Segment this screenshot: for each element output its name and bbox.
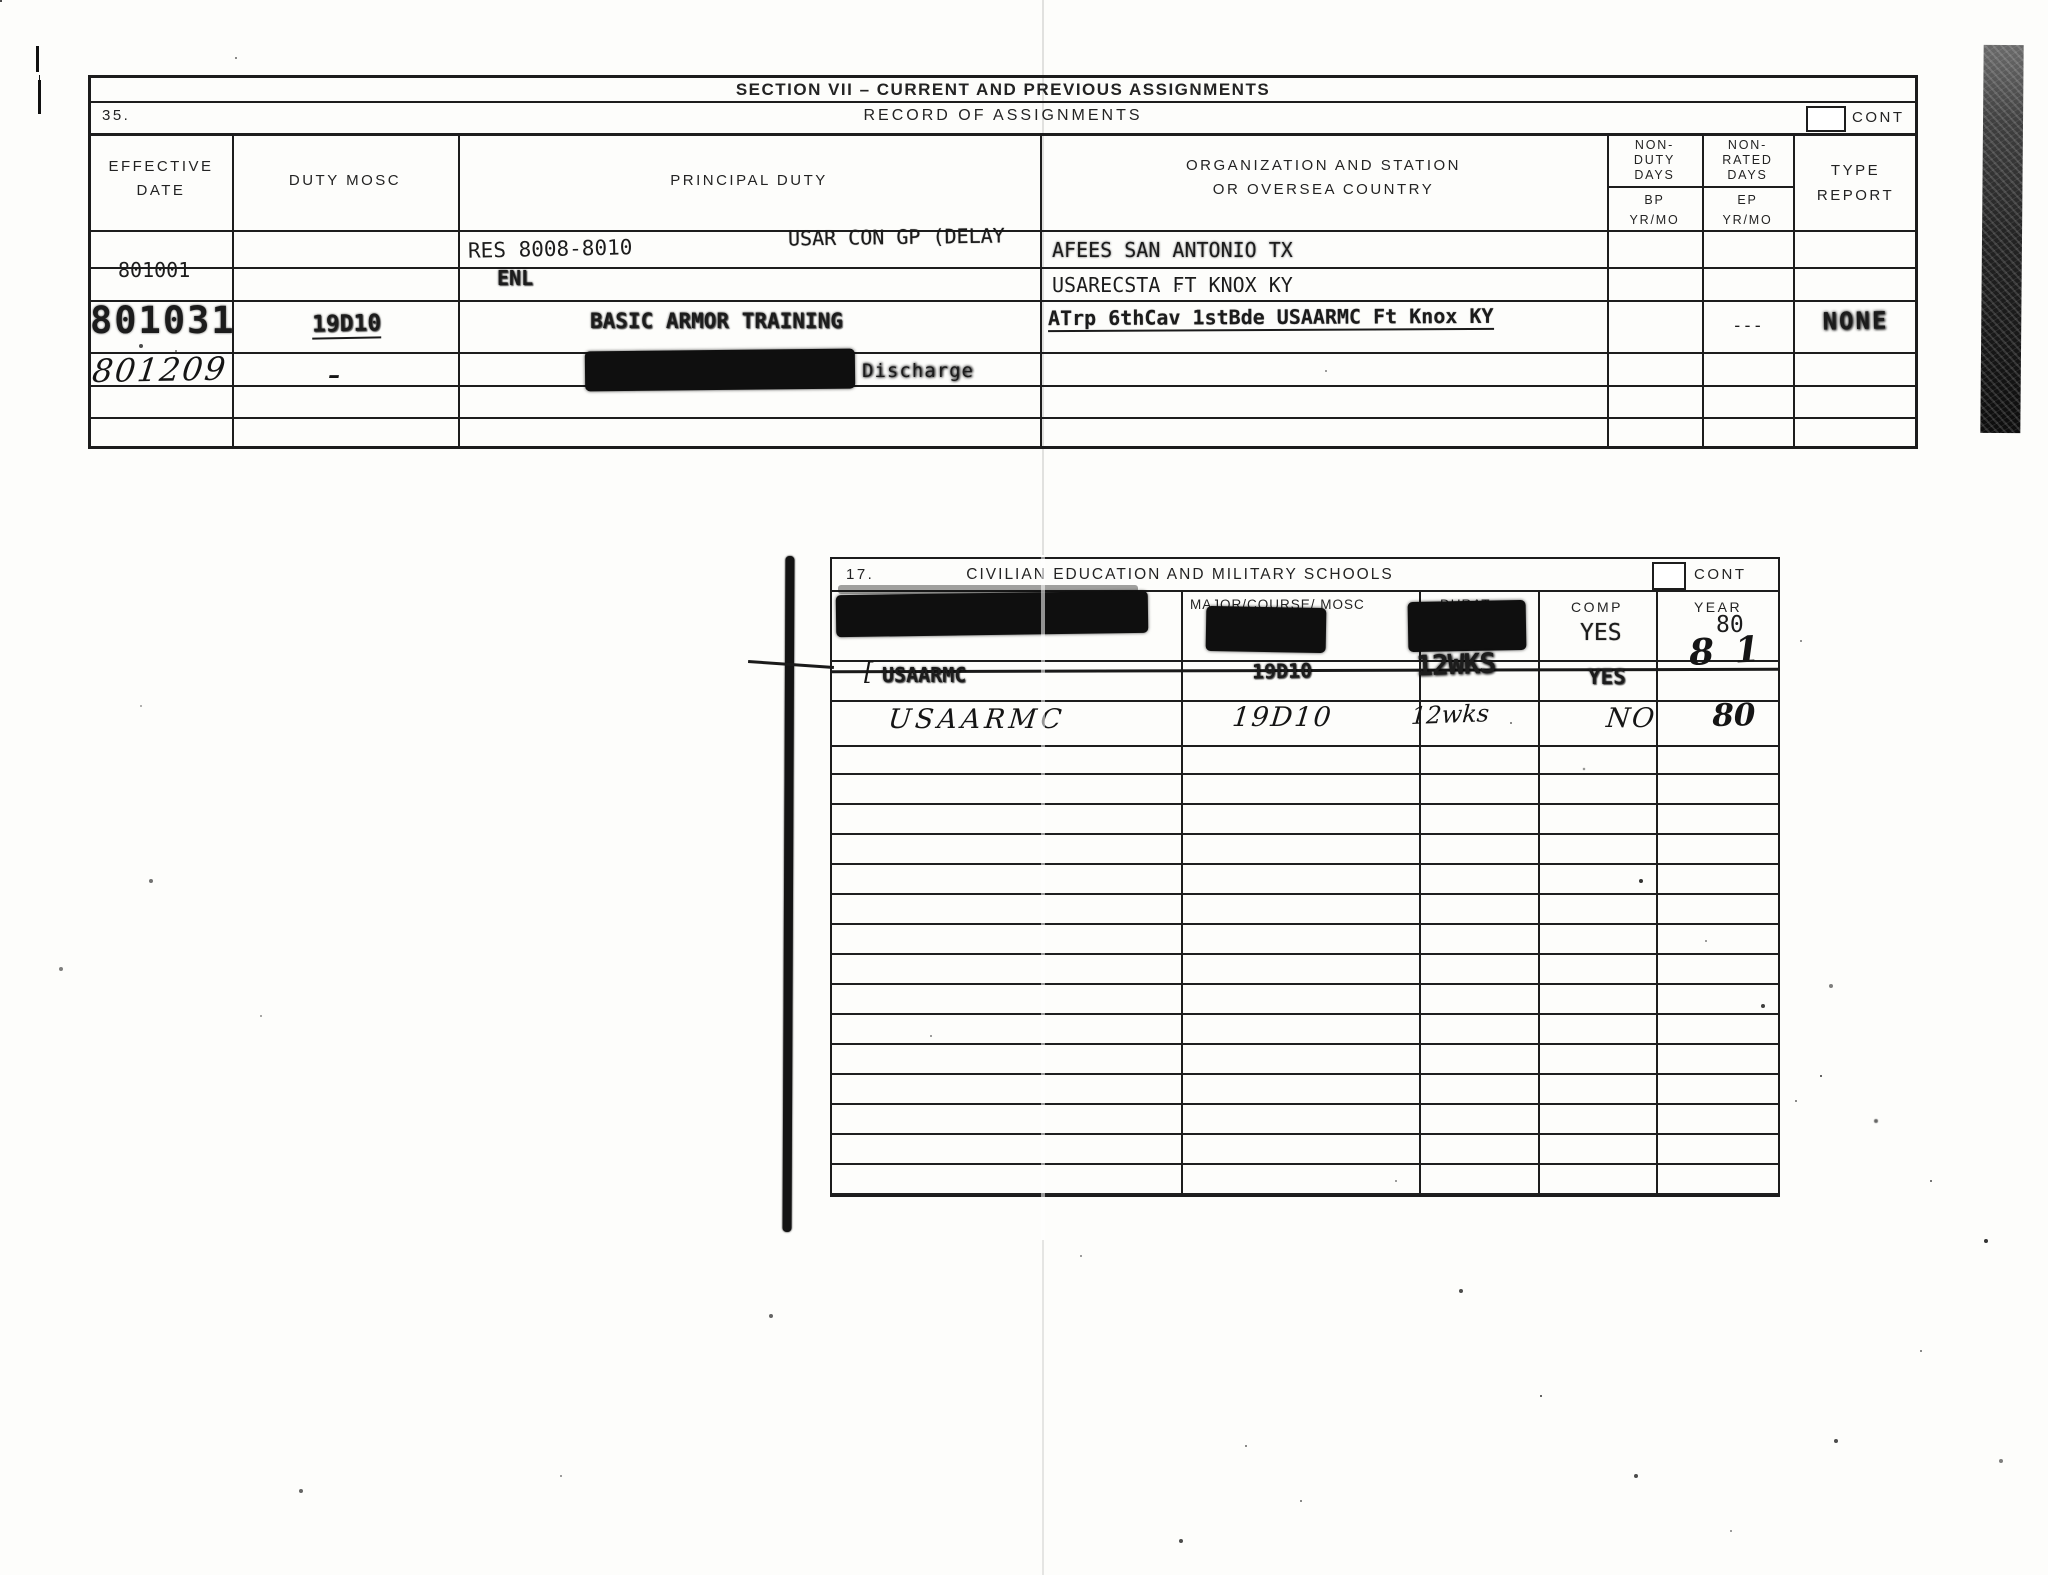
column-divider	[1538, 590, 1540, 1195]
divider	[88, 230, 1918, 232]
col-header-nonrated: NON-	[1727, 138, 1768, 152]
col-subheader-yrmo: YR/MO	[1722, 213, 1773, 227]
redaction-block	[584, 348, 856, 392]
divider	[88, 300, 1918, 302]
education-table	[830, 557, 1780, 1197]
column-divider	[232, 133, 234, 449]
col-header-effective-date: DATE	[136, 182, 186, 199]
col-header-nonduty: DAYS	[1634, 168, 1675, 182]
entry-school-struck: USAARMC	[882, 663, 967, 687]
assignments-table	[88, 75, 1918, 449]
redaction-block	[1407, 599, 1527, 653]
column-divider	[1656, 590, 1658, 1195]
empty-table-rows	[832, 745, 1778, 1195]
entry-bracket-mark: [	[864, 658, 874, 686]
scan-noise-speckles	[0, 0, 2, 2]
entry-duty-mosc-dash: –	[328, 360, 340, 389]
entry-type-report-stamp: NONE	[1822, 306, 1889, 336]
item-number: 35.	[102, 107, 131, 124]
column-divider	[1793, 133, 1795, 449]
section-title: SECTION VII – CURRENT AND PREVIOUS ASSIG…	[735, 80, 1271, 99]
redaction-block	[1205, 605, 1327, 654]
col-header-nonduty: NON-	[1634, 138, 1675, 152]
divider	[88, 101, 1918, 103]
entry-duration-handwritten: 12wks	[1410, 699, 1491, 730]
cont-label: CONT	[1852, 109, 1905, 126]
cont-checkbox	[1652, 562, 1686, 590]
cont-checkbox	[1806, 106, 1846, 132]
entry-organization: ATrp 6thCav 1stBde USAARMC Ft Knox KY	[1047, 303, 1494, 333]
col-header-type-report: TYPE	[1830, 162, 1881, 179]
fold-crease-bar	[782, 555, 795, 1233]
entry-principal-duty: BASIC ARMOR TRAINING	[590, 309, 843, 333]
divider	[88, 133, 1918, 136]
column-divider	[1607, 133, 1609, 449]
table-title: CIVILIAN EDUCATION AND MILITARY SCHOOLS	[966, 566, 1394, 583]
col-header-comp: COMP	[1571, 599, 1623, 615]
divider	[88, 352, 1918, 354]
col-header-nonrated: RATED	[1722, 153, 1773, 167]
entry-major-struck: 19D10	[1251, 658, 1313, 684]
entry-principal-duty: ENL	[497, 266, 534, 290]
col-header-principal-duty: PRINCIPAL DUTY	[670, 172, 828, 189]
entry-effective-date: 801001	[118, 258, 191, 282]
entry-principal-duty: Discharge	[862, 360, 974, 382]
divider	[830, 660, 1780, 662]
col-subheader-yrmo: YR/MO	[1629, 213, 1680, 227]
col-header-year: YEAR	[1693, 599, 1743, 615]
column-divider	[1702, 133, 1704, 449]
divider	[88, 385, 1918, 387]
page-fold-highlight	[1041, 555, 1045, 1240]
col-header-effective-date: EFFECTIVE	[108, 158, 214, 175]
redaction-block	[835, 590, 1149, 638]
column-divider	[1419, 590, 1421, 1195]
table-title: RECORD OF ASSIGNMENTS	[863, 107, 1143, 124]
entry-effective-date-handwritten: 801209	[90, 349, 230, 390]
col-subheader-bp: BP	[1644, 193, 1665, 207]
page-fold-line	[1042, 1240, 1044, 1575]
col-header-type-report: REPORT	[1816, 187, 1895, 204]
col-header-duty-mosc: DUTY MOSC	[288, 172, 402, 189]
entry-major-handwritten: 19D10	[1230, 702, 1335, 733]
entry-organization: USARECSTA FT KNOX KY	[1052, 273, 1293, 297]
entry-duty-mosc: 19D10	[311, 310, 382, 340]
entry-comp-struck: YES	[1588, 665, 1626, 689]
col-header-organization: OR OVERSEA COUNTRY	[1212, 181, 1435, 198]
scanner-edge-artifact	[1980, 44, 2024, 434]
redaction-smear	[838, 585, 1138, 594]
left-margin-tick	[38, 80, 41, 114]
entry-organization: AFEES SAN ANTONIO TX	[1052, 238, 1293, 262]
entry-nonrated-days: ---	[1732, 316, 1763, 336]
entry-comp-handwritten: NO	[1604, 703, 1658, 734]
column-divider	[1181, 590, 1183, 1195]
col-header-organization: ORGANIZATION AND STATION	[1185, 157, 1461, 174]
entry-school-handwritten: USAARMC	[886, 704, 1067, 735]
entry-year-typed: 80	[1716, 612, 1744, 638]
cont-label: CONT	[1694, 566, 1747, 583]
col-subheader-ep: EP	[1737, 193, 1758, 207]
divider	[830, 590, 1780, 592]
divider	[88, 417, 1918, 419]
entry-year-handwritten: 80	[1712, 697, 1756, 734]
entry-duration-stamp: 12WKS	[1415, 646, 1496, 683]
divider	[88, 267, 1918, 269]
page-fold-line	[1042, 0, 1044, 555]
col-header-nonduty: DUTY	[1633, 153, 1676, 167]
col-header-nonrated: DAYS	[1727, 168, 1768, 182]
divider	[830, 700, 1780, 702]
left-margin-tick	[36, 46, 39, 72]
column-divider	[1040, 133, 1042, 449]
item-number: 17.	[846, 566, 875, 583]
divider	[1607, 186, 1793, 188]
entry-duty-note: USAR CON GP (DELAY	[787, 223, 1005, 251]
column-divider	[458, 133, 460, 449]
entry-principal-duty: RES 8008-8010	[467, 235, 633, 263]
entry-comp-typed: YES	[1580, 620, 1622, 646]
entry-effective-date-stamp: 801031	[90, 299, 236, 342]
